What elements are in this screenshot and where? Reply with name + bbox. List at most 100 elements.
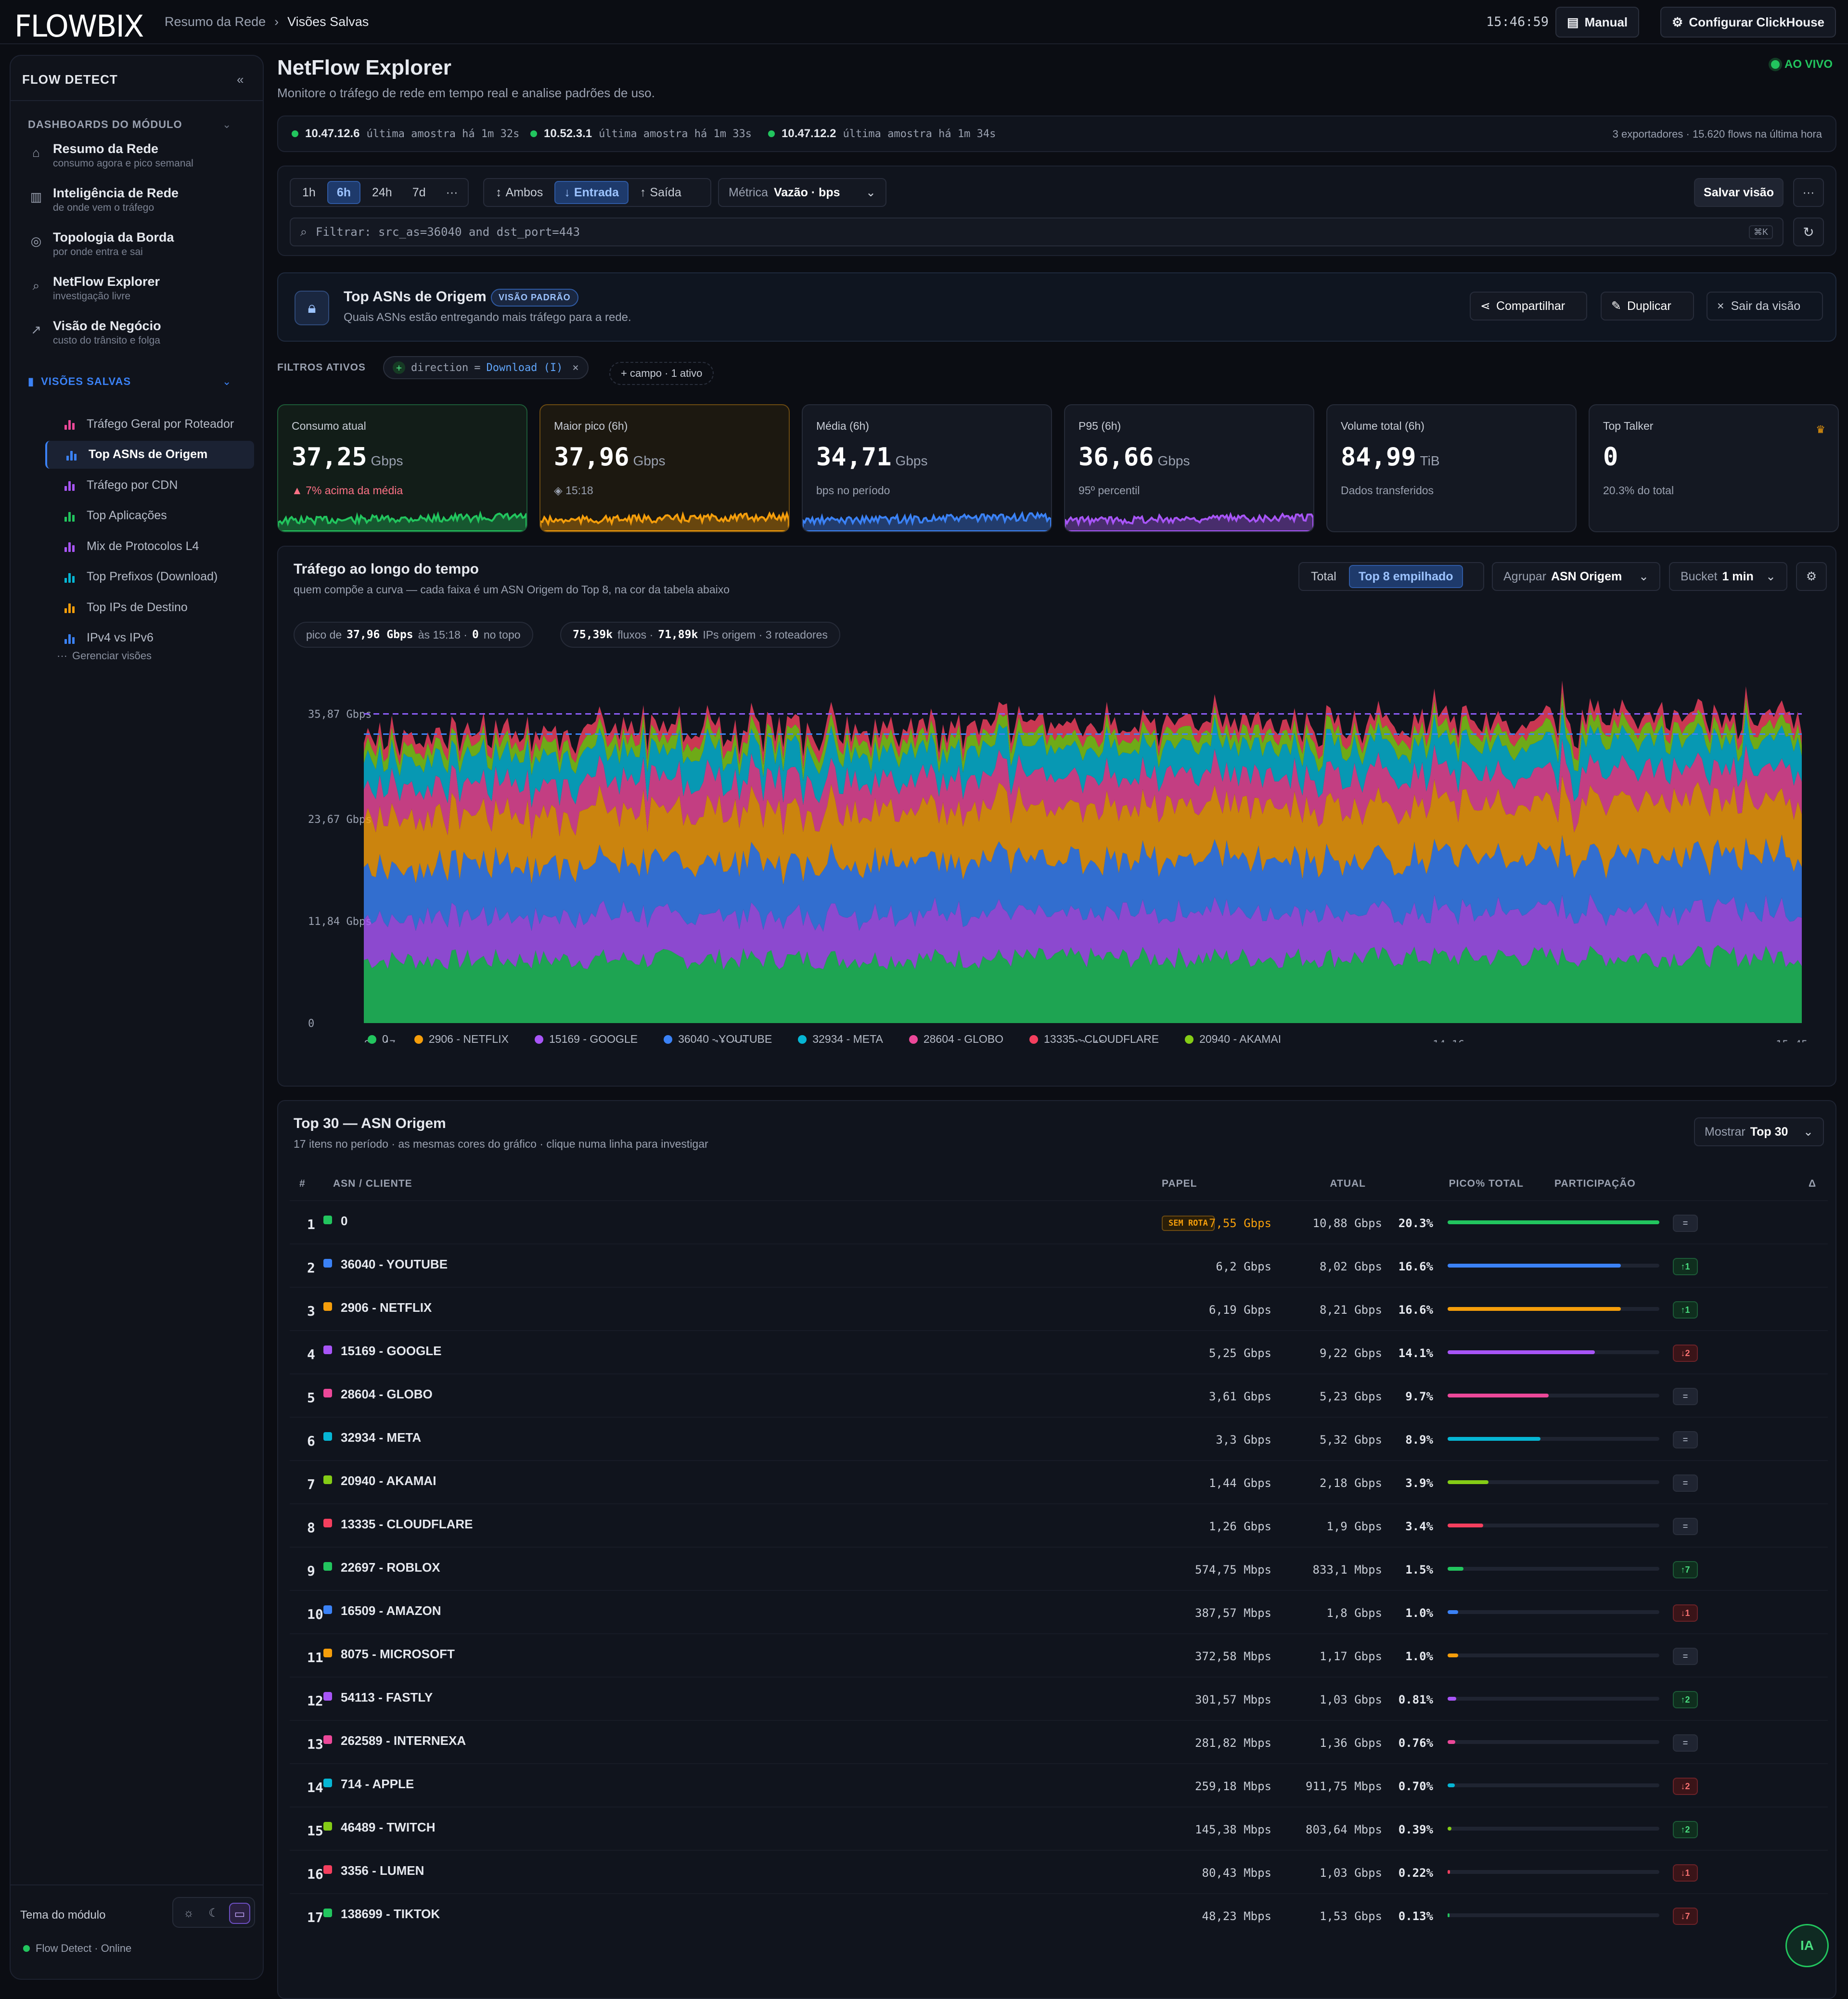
- chevron-down-icon[interactable]: ⌄: [222, 375, 231, 387]
- table-row[interactable]: 6 32934 - META 3,3 Gbps 5,32 Gbps 8.9% =: [290, 1417, 1828, 1460]
- nav-item[interactable]: ⌂ Resumo da Rede consumo agora e pico sema…: [28, 141, 249, 180]
- direction-option[interactable]: ↑ Saída: [640, 185, 681, 199]
- assistant-button[interactable]: IA: [1785, 1924, 1829, 1967]
- kpi-card[interactable]: Maior pico (6h) 37,96 Gbps ◈ 15:18: [539, 404, 790, 532]
- save-view-button[interactable]: Salvar visão: [1694, 178, 1784, 207]
- kpi-card[interactable]: Top Talker 0 20.3% do total ♛: [1589, 404, 1839, 532]
- table-row[interactable]: 1 0 SEM ROTA 7,55 Gbps 10,88 Gbps 20.3% =: [290, 1200, 1828, 1243]
- series-area[interactable]: [364, 945, 1802, 1023]
- nav-item[interactable]: ⌕ NetFlow Explorer investigação livre: [28, 274, 249, 313]
- chart-settings-icon[interactable]: ⚙: [1796, 562, 1827, 591]
- mode-stacked-button[interactable]: Top 8 empilhado: [1348, 565, 1463, 588]
- time-range-option[interactable]: 1h: [302, 185, 316, 199]
- legend-item[interactable]: 2906 - NETFLIX: [414, 1033, 509, 1046]
- sun-icon[interactable]: ☼: [183, 1907, 194, 1920]
- table-row[interactable]: 10 16509 - AMAZON 387,57 Mbps 1,8 Gbps 1.0% ↓…: [290, 1590, 1828, 1633]
- bucket-select[interactable]: Bucket 1 min ⌄: [1669, 562, 1787, 591]
- kpi-card[interactable]: P95 (6h) 36,66 Gbps 95º percentil: [1064, 404, 1314, 532]
- legend-item[interactable]: 0: [368, 1033, 388, 1046]
- table-row[interactable]: 3 2906 - NETFLIX 6,19 Gbps 8,21 Gbps 16.6% ↑1: [290, 1287, 1828, 1330]
- legend-item[interactable]: 32934 - META: [798, 1033, 883, 1046]
- saved-view-item[interactable]: Top Aplicações: [45, 502, 254, 530]
- series-area[interactable]: [364, 692, 1802, 782]
- series-area[interactable]: [364, 775, 1802, 885]
- series-area[interactable]: [364, 705, 1802, 808]
- header-delta[interactable]: Δ: [1809, 1178, 1817, 1189]
- breadcrumb-parent[interactable]: Resumo da Rede: [165, 14, 266, 29]
- table-row[interactable]: 7 20940 - AKAMAI 1,44 Gbps 2,18 Gbps 3.9% =: [290, 1460, 1828, 1503]
- refresh-icon[interactable]: ↻: [1793, 218, 1824, 246]
- stacked-area-chart[interactable]: 0 11,84 Gbps 23,67 Gbps 35,87 Gbps 09:47 11:1…: [278, 667, 1835, 1042]
- brand-logo[interactable]: FLOWBIX: [14, 9, 144, 44]
- peak-value: 5,32 Gbps: [1319, 1433, 1382, 1447]
- metric-select[interactable]: Métrica Vazão · bps ⌄: [718, 178, 886, 207]
- filter-chip[interactable]: + direction = Download (I) ×: [383, 356, 589, 379]
- time-range-option[interactable]: ···: [446, 185, 458, 199]
- legend-item[interactable]: 28604 - GLOBO: [909, 1033, 1003, 1046]
- table-row[interactable]: 16 3356 - LUMEN 80,43 Mbps 1,03 Gbps 0.22% ↓1: [290, 1850, 1828, 1893]
- header-asn[interactable]: ASN / CLIENTE: [333, 1178, 412, 1189]
- nav-item[interactable]: ◎ Topologia da Borda por onde entra e sai: [28, 230, 249, 269]
- filter-input[interactable]: ⌕ Filtrar: src_as=36040 and dst_port=443…: [290, 218, 1784, 246]
- config-clickhouse-button[interactable]: ⚙ Configurar ClickHouse: [1660, 7, 1836, 38]
- direction-option[interactable]: ↕ Ambos: [496, 185, 543, 199]
- section-saved-views[interactable]: ▮ VISÕES SALVAS: [28, 375, 131, 387]
- table-row[interactable]: 12 54113 - FASTLY 301,57 Mbps 1,03 Gbps 0.81…: [290, 1677, 1828, 1720]
- time-range-option[interactable]: 7d: [412, 185, 426, 199]
- y-tick-label: 23,67 Gbps: [308, 814, 372, 826]
- saved-view-item[interactable]: Top Prefixos (Download): [45, 563, 254, 591]
- manual-button[interactable]: ▤ Manual: [1555, 7, 1640, 38]
- kpi-card[interactable]: Volume total (6h) 84,99 TiB Dados transferi…: [1326, 404, 1577, 532]
- legend-label: 28604 - GLOBO: [923, 1033, 1004, 1045]
- chevron-down-icon[interactable]: ⌄: [222, 118, 231, 130]
- saved-view-item[interactable]: Mix de Protocolos L4: [45, 532, 254, 560]
- add-filter-field-button[interactable]: + campo · 1 ativo: [609, 362, 714, 385]
- moon-icon[interactable]: ☾: [208, 1907, 219, 1920]
- show-top-select[interactable]: Mostrar Top 30 ⌄: [1694, 1117, 1824, 1146]
- legend-item[interactable]: 13335 - CLOUDFLARE: [1029, 1033, 1159, 1046]
- legend-item[interactable]: 20940 - AKAMAI: [1185, 1033, 1281, 1046]
- time-range-option[interactable]: 24h: [372, 185, 392, 199]
- section-dashboards[interactable]: DASHBOARDS DO MÓDULO: [28, 118, 182, 130]
- series-area[interactable]: [364, 739, 1802, 839]
- saved-view-item[interactable]: IPv4 vs IPv6: [45, 624, 254, 652]
- table-row[interactable]: 11 8075 - MICROSOFT 372,58 Mbps 1,17 Gbps 1.…: [290, 1633, 1828, 1677]
- table-row[interactable]: 4 15169 - GOOGLE 5,25 Gbps 9,22 Gbps 14.1% ↓2: [290, 1330, 1828, 1373]
- saved-view-item[interactable]: Tráfego por CDN: [45, 471, 254, 499]
- kpi-card[interactable]: Média (6h) 34,71 Gbps bps no período: [802, 404, 1052, 532]
- legend-item[interactable]: 15169 - GOOGLE: [534, 1033, 638, 1046]
- exit-view-button[interactable]: × Sair da visão: [1707, 292, 1823, 320]
- table-row[interactable]: 9 22697 - ROBLOX 574,75 Mbps 833,1 Mbps 1.5%…: [290, 1547, 1828, 1590]
- saved-view-item[interactable]: Top ASNs de Origem: [45, 440, 254, 469]
- series-area[interactable]: [364, 894, 1802, 970]
- series-area[interactable]: [364, 834, 1802, 932]
- direction-option[interactable]: ↓ Entrada: [554, 181, 629, 204]
- share-button[interactable]: ⋖ Compartilhar: [1470, 292, 1587, 320]
- nav-item[interactable]: ▥ Inteligência de Rede de onde vem o tráfe…: [28, 186, 249, 224]
- header-peak[interactable]: PICO: [1449, 1178, 1476, 1189]
- table-row[interactable]: 17 138699 - TIKTOK 48,23 Mbps 1,53 Gbps 0.13…: [290, 1893, 1828, 1936]
- mode-total-button[interactable]: Total: [1311, 569, 1336, 583]
- table-row[interactable]: 13 262589 - INTERNEXA 281,82 Mbps 1,36 Gbps…: [290, 1720, 1828, 1763]
- nav-item[interactable]: ↗ Visão de Negócio custo do trânsito e fol…: [28, 319, 249, 357]
- monitor-icon[interactable]: ▭: [229, 1903, 250, 1924]
- table-row[interactable]: 14 714 - APPLE 259,18 Mbps 911,75 Mbps 0.70%…: [290, 1763, 1828, 1807]
- duplicate-button[interactable]: ✎ Duplicar: [1601, 292, 1694, 320]
- saved-view-item[interactable]: Tráfego Geral por Roteador: [45, 410, 254, 438]
- more-options-button[interactable]: ···: [1793, 178, 1824, 207]
- time-range-option[interactable]: 6h: [327, 181, 360, 204]
- collapse-sidebar-icon[interactable]: «: [237, 72, 244, 87]
- group-by-select[interactable]: Agrupar ASN Origem ⌄: [1492, 562, 1660, 591]
- kpi-card[interactable]: Consumo atual 37,25 Gbps ▲ 7% acima da médi…: [277, 404, 527, 532]
- manage-views-link[interactable]: ··· Gerenciar visões: [57, 650, 152, 662]
- table-row[interactable]: 2 36040 - YOUTUBE 6,2 Gbps 8,02 Gbps 16.6% ↑1: [290, 1243, 1828, 1287]
- legend-item[interactable]: 36040 - YOUTUBE: [664, 1033, 772, 1046]
- table-row[interactable]: 8 13335 - CLOUDFLARE 1,26 Gbps 1,9 Gbps 3.4%…: [290, 1503, 1828, 1547]
- remove-filter-icon[interactable]: ×: [572, 361, 579, 374]
- header-current[interactable]: ATUAL: [1330, 1178, 1366, 1189]
- table-row[interactable]: 5 28604 - GLOBO 3,61 Gbps 5,23 Gbps 9.7% =: [290, 1373, 1828, 1417]
- table-row[interactable]: 15 46489 - TWITCH 145,38 Mbps 803,64 Mbps 0.…: [290, 1807, 1828, 1850]
- saved-view-item[interactable]: Top IPs de Destino: [45, 593, 254, 621]
- header-role[interactable]: PAPEL: [1162, 1178, 1197, 1189]
- header-pct[interactable]: % TOTAL: [1476, 1178, 1524, 1189]
